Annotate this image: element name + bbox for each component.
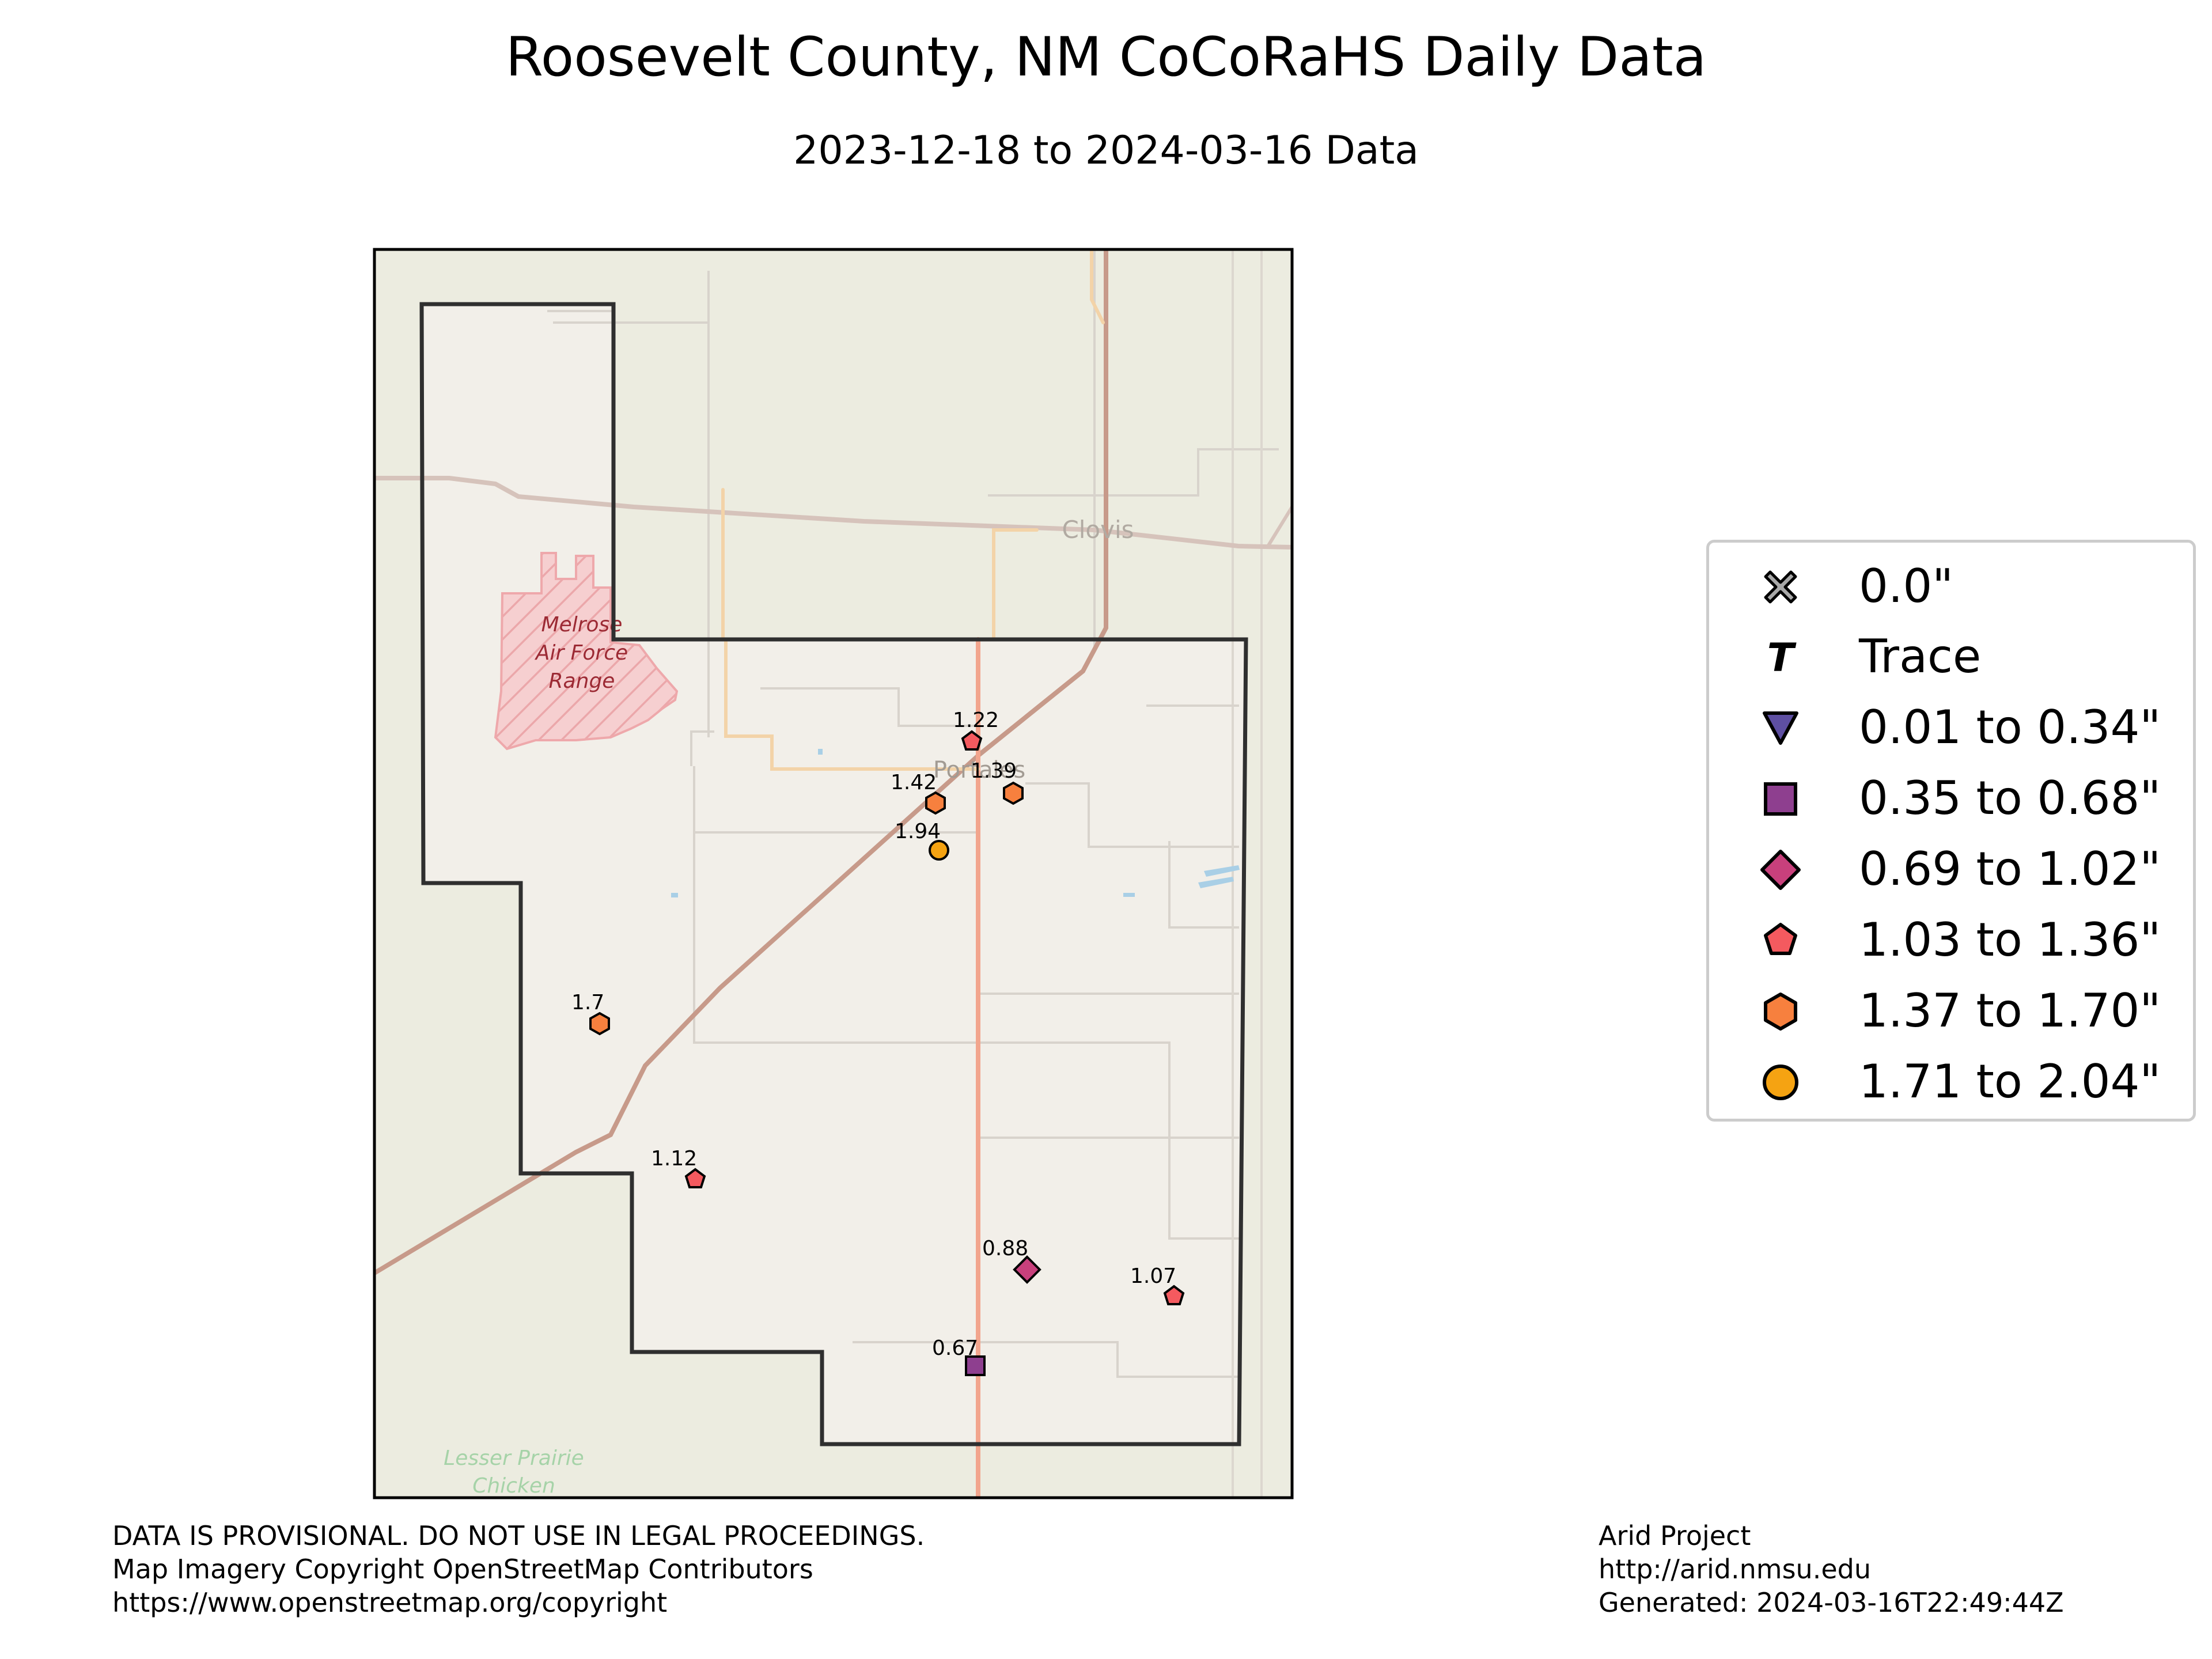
footer-link[interactable]: http://arid.nmsu.edu (1599, 1554, 1871, 1585)
hexagon-icon (589, 1012, 610, 1036)
hexagon-icon (1003, 781, 1024, 805)
x-icon (1764, 570, 1797, 604)
major-roads (374, 249, 1292, 1498)
station-4[interactable]: 1.94 (895, 820, 949, 861)
hexagon-icon (925, 791, 946, 815)
legend-label: 0.01 to 0.34" (1859, 700, 2161, 754)
road-grid (547, 249, 1279, 1498)
station-label: 0.67 (932, 1336, 978, 1360)
legend-label: 0.0" (1859, 559, 1954, 613)
diamond-icon (1013, 1255, 1041, 1284)
legend-item-range-6: 1.71 to 2.04" (1709, 1047, 2193, 1116)
legend-item-range-5: 1.37 to 1.70" (1709, 976, 2193, 1045)
map-title: Roosevelt County, NM CoCoRaHS Daily Data (505, 26, 1707, 89)
city-label-portales: Portales (933, 757, 1025, 783)
circle-icon (929, 840, 949, 861)
legend-label: Trace (1859, 630, 1982, 683)
station-label: 1.12 (651, 1147, 697, 1171)
footer-line: Arid Project (1599, 1520, 1751, 1551)
park-label-line-1: Lesser Prairie (444, 1446, 584, 1470)
footer-link[interactable]: https://www.openstreetmap.org/copyright (112, 1587, 668, 1618)
area-label-line-1: Melrose (541, 613, 623, 637)
station-markers: 1.22 1.39 1.42 1.94 1.7 1.12 0.88 1.07 (571, 709, 1185, 1376)
area-label-line-2: Air Force (535, 641, 628, 665)
hexagon-icon (1764, 993, 1797, 1031)
pentagon-icon (684, 1168, 706, 1188)
station-8[interactable]: 1.07 (1130, 1264, 1185, 1305)
legend-item-range-2: 0.35 to 0.68" (1709, 763, 2193, 832)
circle-icon (1763, 1065, 1798, 1100)
footer-disclaimer: DATA IS PROVISIONAL. DO NOT USE IN LEGAL… (112, 1519, 925, 1619)
station-9[interactable]: 0.67 (932, 1336, 986, 1376)
diamond-icon (1760, 850, 1801, 890)
station-label: 0.88 (982, 1237, 1028, 1260)
station-label: 1.22 (953, 709, 999, 732)
legend-item-zero: 0.0" (1709, 551, 2193, 620)
area-label-line-3: Range (549, 669, 615, 693)
county-boundary (419, 302, 1248, 1446)
legend-label: 1.03 to 1.36" (1859, 913, 2161, 967)
water (671, 749, 1240, 897)
pentagon-icon (1764, 923, 1797, 955)
legend-item-trace: T Trace (1709, 622, 2193, 691)
footer-line: Generated: 2024-03-16T22:49:44Z (1599, 1587, 2064, 1618)
footer-line: Map Imagery Copyright OpenStreetMap Cont… (112, 1554, 813, 1585)
pentagon-icon (961, 730, 983, 751)
legend-item-range-1: 0.01 to 0.34" (1709, 692, 2193, 762)
pentagon-icon (1163, 1285, 1185, 1305)
restricted-area (494, 552, 679, 751)
legend-label: 1.71 to 2.04" (1859, 1055, 2161, 1108)
station-label: 1.94 (895, 820, 941, 843)
county-area (422, 304, 1246, 1444)
legend-item-range-3: 0.69 to 1.02" (1709, 834, 2193, 903)
legend-label: 0.35 to 0.68" (1859, 771, 2161, 825)
station-label: 1.42 (891, 771, 937, 794)
map-subtitle: 2023-12-18 to 2024-03-16 Data (793, 128, 1419, 173)
station-1[interactable]: 1.22 (953, 709, 999, 751)
legend-item-range-4: 1.03 to 1.36" (1709, 905, 2193, 974)
station-5[interactable]: 1.7 (571, 991, 610, 1036)
map-frame (373, 248, 1294, 1499)
station-3[interactable]: 1.42 (891, 771, 946, 815)
t-icon: T (1767, 635, 1797, 680)
footer-credits: Arid Project http://arid.nmsu.edu Genera… (1599, 1519, 2064, 1619)
station-2[interactable]: 1.39 (971, 759, 1024, 805)
svg-text:T: T (1767, 635, 1797, 680)
basemap: Clovis Portales Melrose Air Force Range … (374, 249, 1292, 1498)
legend-label: 1.37 to 1.70" (1859, 984, 2161, 1037)
station-label: 1.07 (1130, 1264, 1176, 1288)
footer-line: DATA IS PROVISIONAL. DO NOT USE IN LEGAL… (112, 1520, 925, 1551)
legend-label: 0.69 to 1.02" (1859, 842, 2161, 896)
station-7[interactable]: 0.88 (982, 1237, 1041, 1284)
square-icon (1764, 782, 1797, 816)
station-label: 1.7 (571, 991, 604, 1014)
legend: 0.0" T Trace 0.01 to 0.34" 0.35 to 0.68"… (1706, 540, 2196, 1122)
station-6[interactable]: 1.12 (651, 1147, 706, 1188)
triangle-down-icon (1763, 711, 1798, 745)
station-label: 1.39 (971, 759, 1017, 783)
square-icon (965, 1355, 986, 1376)
park-label-line-2: Chicken (472, 1474, 555, 1498)
city-label-clovis: Clovis (1062, 516, 1134, 544)
